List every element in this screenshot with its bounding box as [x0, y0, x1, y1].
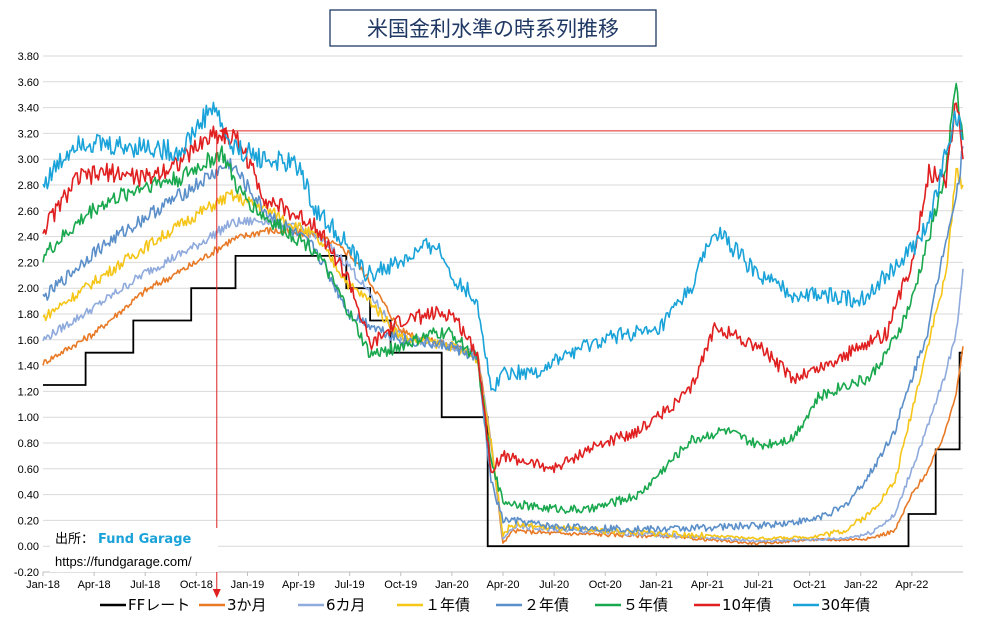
chart-title: 米国金利水準の時系列推移	[367, 17, 619, 41]
source-label: 出所：	[55, 532, 94, 547]
y-axis: -0.20 0.00 0.20 0.40 0.60 0.80 1.00 1.20 1.40 1.6…	[14, 51, 39, 579]
x-tick-label: Oct-21	[793, 579, 826, 591]
y-tick-label: 1.80	[18, 309, 39, 321]
legend-label: ２年債	[524, 596, 569, 614]
y-tick-label: 3.00	[18, 154, 39, 166]
y-tick-label: 1.60	[18, 335, 39, 347]
x-tick-label: Apr-22	[895, 579, 928, 591]
y-tick-label: 2.20	[18, 257, 39, 269]
x-tick-label: Oct-19	[384, 579, 417, 591]
legend: FFレート 3か月 6カ月 １年債 ２年債 ５年債 10年債 30年債	[100, 596, 870, 614]
x-axis: Jan-18 Apr-18 Jul-18 Oct-18 Jan-19 Apr-19 Jul-…	[26, 571, 963, 591]
y-tick-label: 0.80	[18, 438, 39, 450]
chart-title-box: 米国金利水準の時系列推移	[329, 9, 657, 47]
title-frame	[329, 9, 657, 47]
series-line	[42, 102, 964, 474]
source-annotation: 出所： Fund Garage https://fundgarage.com/	[50, 528, 218, 572]
reference-arrowhead-down	[212, 589, 221, 598]
y-tick-label: 3.60	[18, 77, 39, 89]
x-tick-label: Jul-18	[130, 579, 160, 591]
legend-label: １年債	[425, 596, 470, 614]
series-line	[42, 167, 964, 541]
y-tick-label: 1.20	[18, 386, 39, 398]
y-tick-label: 1.40	[18, 361, 39, 373]
series-line-ffrate	[43, 255, 963, 548]
y-tick-label: 3.80	[18, 51, 39, 63]
source-backdrop	[50, 528, 218, 572]
source-brand: Fund Garage	[98, 532, 192, 547]
y-tick-label: 3.40	[18, 103, 39, 115]
x-tick-label: Jan-20	[435, 579, 469, 591]
x-tick-label: Jul-19	[335, 579, 365, 591]
series-line	[42, 216, 964, 543]
source-url: https://fundgarage.com/	[55, 554, 192, 569]
x-tick-label: Jan-21	[640, 579, 674, 591]
reference-markers	[212, 126, 963, 598]
x-tick-label: Oct-20	[589, 579, 622, 591]
x-tick-label: Jul-20	[539, 579, 569, 591]
y-tick-label: 0.20	[18, 515, 39, 527]
y-tick-label: 2.00	[18, 283, 39, 295]
series-lines	[42, 82, 964, 548]
series-line	[42, 101, 964, 392]
y-tick-label: -0.20	[14, 567, 39, 579]
gridlines	[43, 55, 963, 573]
x-tick-label: Jan-19	[231, 579, 265, 591]
legend-label: 3か月	[227, 596, 267, 614]
reference-arrowhead-left	[218, 126, 227, 135]
series-line	[42, 82, 964, 514]
x-tick-label: Apr-20	[486, 579, 519, 591]
x-tick-label: Apr-19	[282, 579, 315, 591]
legend-label: 30年債	[821, 596, 870, 614]
y-tick-label: 1.00	[18, 412, 39, 424]
y-tick-label: 3.20	[18, 128, 39, 140]
x-tick-label: Apr-18	[78, 579, 111, 591]
series-line	[42, 146, 964, 534]
x-tick-label: Jan-22	[844, 579, 878, 591]
y-tick-label: 0.60	[18, 464, 39, 476]
x-tick-label: Apr-21	[691, 579, 724, 591]
y-tick-label: 0.40	[18, 490, 39, 502]
legend-label: 6カ月	[326, 596, 366, 614]
x-tick-label: Oct-18	[180, 579, 213, 591]
legend-label: 10年債	[722, 596, 771, 614]
x-tick-label: Jul-21	[744, 579, 774, 591]
y-tick-label: 2.40	[18, 232, 39, 244]
y-tick-label: 0.00	[18, 541, 39, 553]
legend-label: ５年債	[623, 596, 668, 614]
y-tick-label: 2.80	[18, 180, 39, 192]
legend-label: FFレート	[128, 596, 190, 614]
y-tick-label: 2.60	[18, 206, 39, 218]
x-tick-label: Jan-18	[26, 579, 60, 591]
